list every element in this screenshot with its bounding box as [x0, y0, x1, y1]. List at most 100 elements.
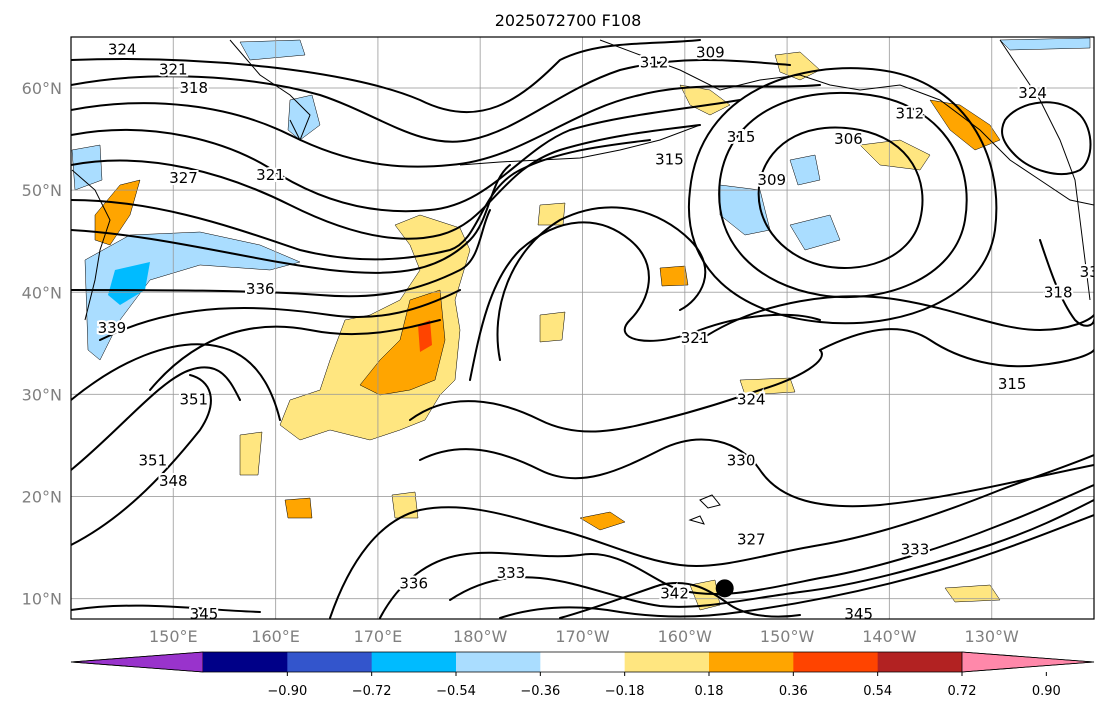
anomaly-shading: [71, 37, 1091, 611]
contour-line: [469, 221, 821, 381]
longitude-label: 160°E: [251, 627, 300, 646]
colorbar-segment: [456, 652, 541, 672]
contour-line: [71, 139, 651, 261]
contour-label: 309: [696, 43, 725, 61]
contour-line: [71, 99, 741, 213]
negative-anomaly-area: [789, 154, 821, 186]
contour-line: [409, 349, 823, 433]
height-contours: [71, 39, 1094, 619]
colorbar-segment: [624, 652, 710, 672]
contour-label: 312: [896, 105, 925, 123]
contour-line: [699, 295, 1094, 341]
contour-label: 345: [190, 605, 219, 623]
contour-line: [71, 343, 281, 421]
contour-label: 321: [159, 61, 188, 79]
contour-label: 348: [159, 472, 188, 490]
contour-line: [149, 319, 441, 391]
longitude-label: 160°W: [658, 627, 713, 646]
contour-line: [687, 67, 998, 325]
contour-line: [71, 39, 701, 114]
latitude-label: 40°N: [22, 283, 62, 302]
contour-line: [718, 91, 968, 299]
contour-label: 342: [660, 584, 689, 602]
positive-anomaly-area: [539, 311, 566, 343]
kamchatka-coast: [229, 39, 311, 142]
contour-labels: 3243213183213273363393513513483453363333…: [96, 23, 1094, 623]
contour-line: [449, 499, 1094, 608]
positive-anomaly-area: [929, 99, 1001, 151]
contour-label: 306: [696, 23, 725, 41]
negative-anomaly-area: [84, 231, 301, 361]
positive-anomaly-area: [537, 202, 566, 226]
colorbar-tick-label: −0.90: [267, 684, 307, 699]
longitude-label: 130°W: [965, 627, 1020, 646]
contour-line: [71, 374, 212, 546]
longitude-label: 150°W: [760, 627, 815, 646]
colorbar-tick-label: −0.54: [436, 684, 476, 699]
contour-label: 315: [998, 375, 1027, 393]
colorbar-tick-label: −0.18: [605, 684, 645, 699]
contour-label: 345: [844, 605, 873, 623]
contour-label: 327: [737, 530, 766, 548]
asia-coast: [71, 169, 111, 321]
positive-anomaly-area: [659, 265, 689, 287]
negative-anomaly-area: [287, 94, 321, 141]
latitude-label: 60°N: [22, 79, 62, 98]
contour-label: 309: [757, 171, 786, 189]
contour-label: 321: [256, 166, 285, 184]
colorbar-extend-low: [70, 651, 204, 673]
negative-anomaly-area: [999, 37, 1091, 51]
colorbar-tick-label: −0.72: [352, 684, 392, 699]
contour-line: [496, 206, 707, 361]
aleutian-islands: [459, 124, 701, 166]
contour-label: 324: [737, 390, 766, 408]
positive-anomaly-area: [579, 511, 626, 531]
location-marker: [715, 579, 734, 598]
contour-line: [499, 514, 1094, 619]
contour-line: [559, 581, 801, 619]
contour-line: [71, 124, 701, 240]
contour-line: [71, 209, 491, 298]
contour-line: [99, 289, 461, 341]
hawaii-islands: [688, 494, 721, 525]
colorbar: −0.90 −0.72 −0.54 −0.36 −0.18 0.18 0.36 0.54 0.7…: [70, 651, 1095, 699]
colorbar-tick-label: −0.36: [520, 684, 560, 699]
negative-anomaly-area: [71, 144, 103, 191]
alaska-coast: [599, 39, 1094, 206]
longitude-label: 170°W: [555, 627, 610, 646]
colorbar-segment: [203, 652, 288, 672]
contour-label: 333: [497, 564, 526, 582]
colorbar-segment: [540, 652, 626, 672]
contour-label: 330: [727, 452, 756, 470]
contour-label: 336: [246, 280, 275, 298]
contour-label: 339: [98, 319, 127, 337]
contour-label: 306: [834, 130, 863, 148]
contour-label: 351: [179, 390, 208, 408]
longitude-label: 170°E: [354, 627, 403, 646]
colorbar-segment: [877, 652, 963, 672]
longitude-label: 180°W: [453, 627, 508, 646]
map-title: 2025072700 F108: [495, 11, 642, 30]
contour-label: 336: [399, 574, 428, 592]
map-area: 3243213183213273363393513513483453363333…: [71, 23, 1094, 623]
positive-anomaly-area: [391, 491, 419, 519]
contour-label: 315: [655, 151, 684, 169]
positive-anomaly-area: [689, 579, 721, 611]
contour-line: [1001, 101, 1092, 175]
positive-anomaly-area: [679, 84, 731, 116]
longitude-label: 150°E: [149, 627, 198, 646]
negative-anomaly-core: [108, 262, 150, 305]
contour-label: 324: [108, 40, 137, 58]
longitude-labels: 150°E 160°E 170°E 180°W 170°W 160°W 150°W 140°W…: [149, 627, 1019, 646]
contour-label: 315: [727, 128, 756, 146]
contour-line: [71, 164, 511, 274]
contour-line: [419, 438, 1094, 508]
colorbar-extend-high: [961, 651, 1095, 673]
colorbar-tick-label: 0.72: [948, 684, 977, 699]
colorbar-frame: [70, 651, 1095, 673]
contour-label: 318: [1044, 283, 1073, 301]
north-america-coast: [999, 39, 1091, 301]
latitude-labels: 60°N 50°N 40°N 30°N 20°N 10°N: [22, 79, 62, 609]
positive-anomaly-peak: [418, 320, 432, 352]
